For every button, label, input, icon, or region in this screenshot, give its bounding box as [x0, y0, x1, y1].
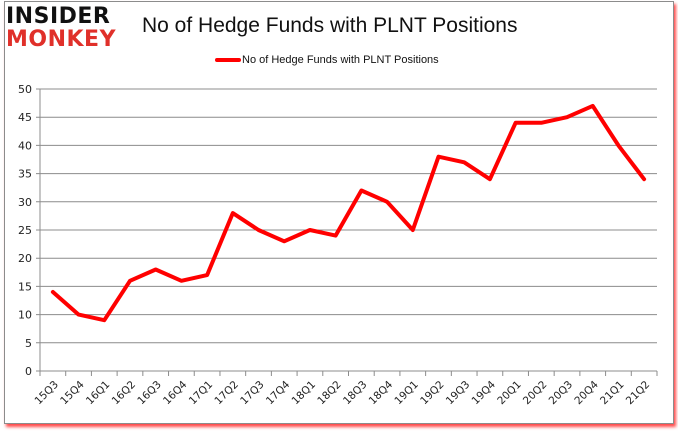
x-tick-label: 16Q2 [110, 379, 139, 408]
chart-legend: No of Hedge Funds with PLNT Positions [215, 54, 439, 66]
y-tick-label: 5 [25, 337, 32, 350]
x-tick-label: 21Q2 [624, 379, 653, 408]
x-tick-label: 17Q4 [264, 378, 293, 407]
legend-label: No of Hedge Funds with PLNT Positions [242, 54, 439, 66]
y-tick-label: 25 [18, 224, 32, 237]
x-tick-label: 16Q3 [135, 379, 164, 408]
logo-line-1: INSIDER [6, 4, 111, 29]
x-tick-label: 17Q1 [187, 379, 216, 408]
x-tick-label: 16Q1 [84, 379, 113, 408]
y-tick-label: 35 [18, 168, 32, 181]
y-tick-label: 40 [18, 139, 32, 152]
x-tick-label: 17Q2 [212, 379, 241, 408]
x-tick-label: 16Q4 [161, 378, 190, 407]
logo-line-2: MONKEY [6, 27, 117, 52]
series-line [50, 103, 647, 323]
y-tick-label: 10 [18, 309, 32, 322]
y-tick-label: 45 [18, 111, 32, 124]
y-tick-label: 20 [18, 252, 32, 265]
x-tick-label: 19Q3 [444, 379, 473, 408]
x-tick-label: 20Q2 [521, 379, 550, 408]
x-tick-label: 15Q3 [32, 379, 61, 408]
x-tick-label: 18Q4 [367, 378, 396, 407]
x-tick-label: 20Q4 [572, 378, 601, 407]
x-tick-label: 19Q2 [418, 379, 447, 408]
y-tick-label: 15 [18, 280, 32, 293]
y-tick-label: 30 [18, 196, 32, 209]
x-tick-label: 19Q1 [392, 379, 421, 408]
x-tick-label: 18Q3 [341, 379, 370, 408]
x-tick-label: 20Q1 [495, 379, 524, 408]
x-tick-label: 21Q1 [598, 379, 627, 408]
x-tick-label: 18Q2 [315, 379, 344, 408]
y-tick-label: 50 [18, 83, 32, 96]
y-tick-label: 0 [25, 365, 32, 378]
x-tick-label: 15Q4 [58, 378, 87, 407]
x-tick-label: 20Q3 [547, 379, 576, 408]
legend-line-swatch-icon [215, 58, 241, 62]
x-tick-label: 17Q3 [238, 379, 267, 408]
x-tick-label: 19Q4 [470, 378, 499, 407]
chart-title: No of Hedge Funds with PLNT Positions [142, 14, 518, 37]
insider-monkey-logo: INSIDER MONKEY [6, 6, 126, 51]
x-tick-label: 18Q1 [290, 379, 319, 408]
chart-frame [4, 1, 674, 424]
